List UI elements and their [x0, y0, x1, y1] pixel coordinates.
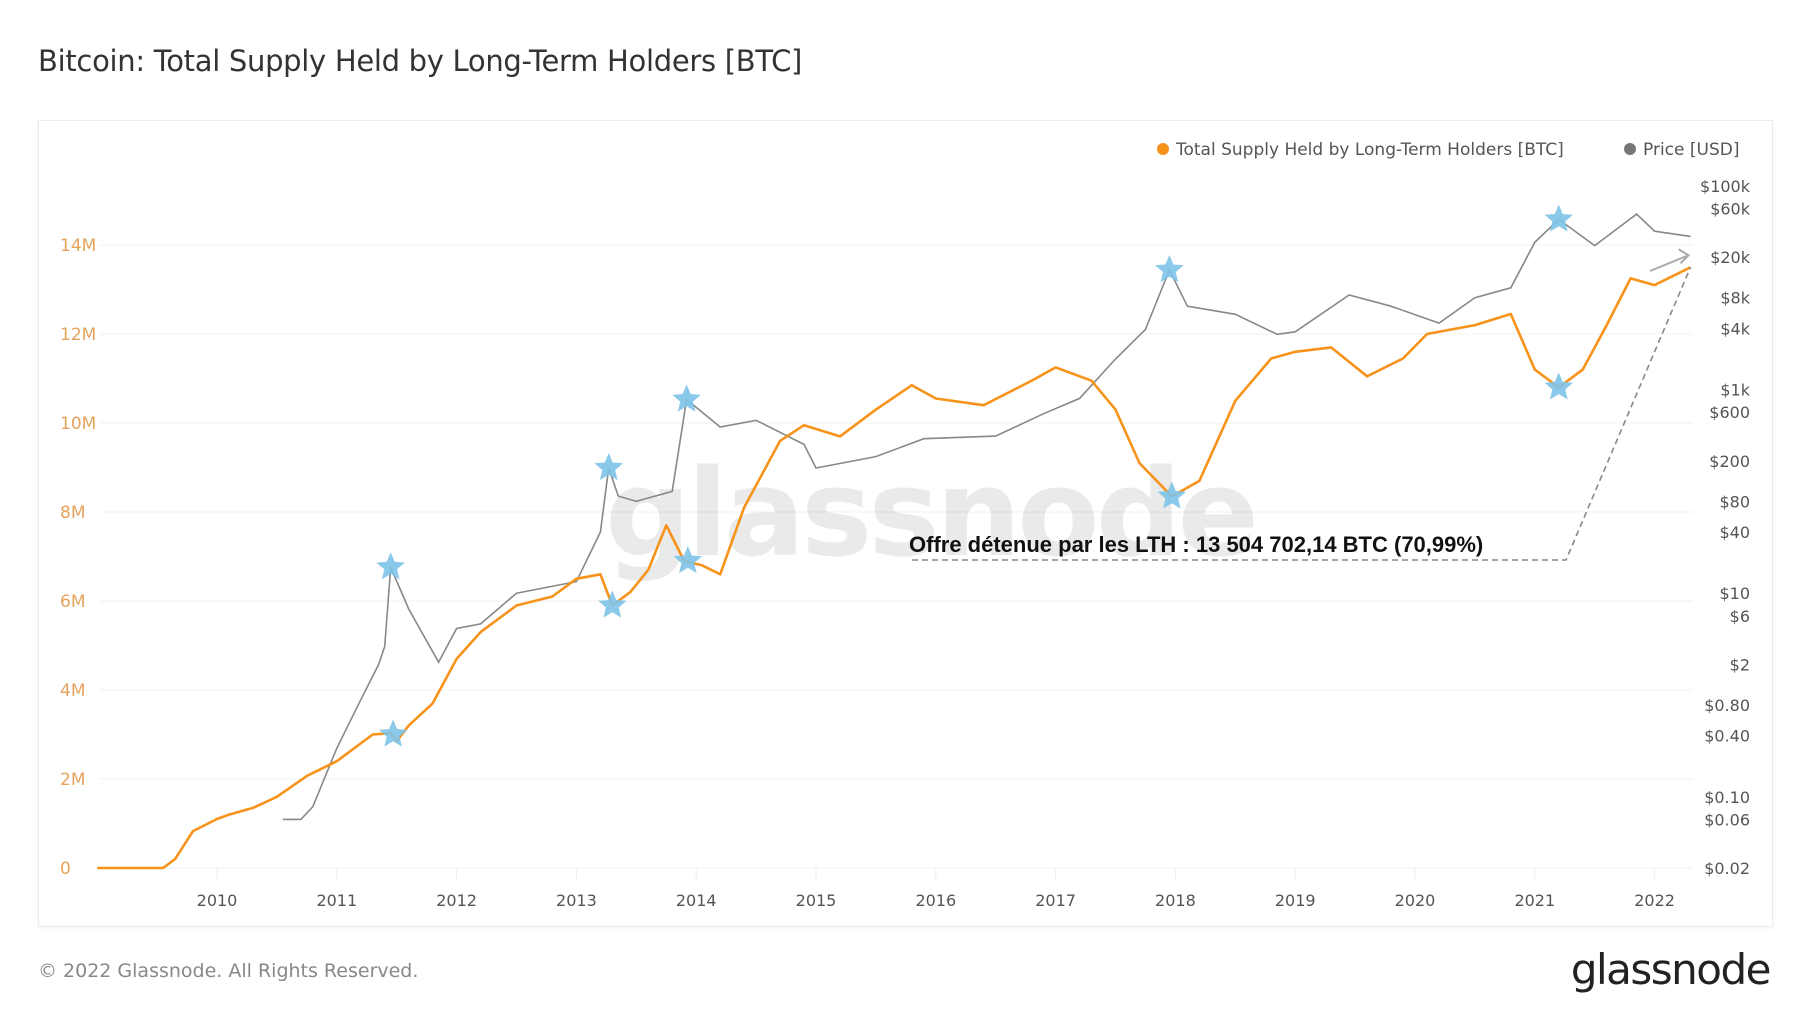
- footer-copyright: © 2022 Glassnode. All Rights Reserved.: [38, 960, 419, 982]
- y-right-tick-label: $0.02: [1704, 859, 1750, 878]
- star-marker-icon: [1544, 372, 1573, 400]
- x-tick-label: 2015: [796, 891, 837, 910]
- y-right-tick-label: $2: [1730, 655, 1750, 674]
- y-left-tick-label: 12M: [60, 325, 96, 345]
- y-right-tick-label: $0.80: [1704, 696, 1750, 715]
- x-tick-label: 2013: [556, 891, 597, 910]
- y-right-tick-label: $200: [1709, 452, 1750, 471]
- annotation-arrow: [1649, 248, 1691, 272]
- y-right-tick-label: $80: [1719, 492, 1750, 511]
- watermark: glassnode: [605, 445, 1255, 584]
- lth-supply-line: [97, 266, 1692, 870]
- glassnode-logo: glassnode: [1570, 945, 1772, 994]
- y-left-tick-label: 6M: [60, 592, 85, 612]
- x-tick-label: 2011: [316, 891, 357, 910]
- legend-price-dot: [1624, 143, 1636, 155]
- x-tick-label: 2019: [1275, 891, 1316, 910]
- x-tick-label: 2018: [1155, 891, 1196, 910]
- y-right-tick-label: $0.10: [1704, 788, 1750, 807]
- annotation-text: Offre détenue par les LTH : 13 504 702,1…: [909, 532, 1483, 557]
- star-marker-icon: [673, 546, 703, 574]
- x-tick-label: 2022: [1634, 891, 1675, 910]
- y-right-tick-label: $6: [1730, 607, 1750, 626]
- legend-lth-label[interactable]: Total Supply Held by Long-Term Holders […: [1175, 140, 1564, 160]
- y-right-tick-label: $600: [1709, 403, 1750, 422]
- y-right-tick-label: $0.40: [1704, 727, 1750, 746]
- y-right-tick-label: $100k: [1700, 177, 1751, 196]
- star-marker-icon: [1544, 204, 1573, 232]
- y-left-tick-label: 0: [60, 859, 71, 879]
- y-right-tick-label: $4k: [1720, 319, 1750, 338]
- x-tick-label: 2021: [1514, 891, 1555, 910]
- y-right-tick-label: $60k: [1710, 200, 1751, 219]
- y-left-tick-label: 8M: [60, 503, 85, 523]
- x-tick-label: 2014: [676, 891, 717, 910]
- y-left-tick-label: 10M: [60, 414, 96, 434]
- y-right-tick-label: $0.06: [1704, 810, 1750, 829]
- y-left-tick-label: 4M: [60, 681, 85, 701]
- x-tick-label: 2016: [915, 891, 956, 910]
- annotation-dashed-line: [912, 266, 1692, 561]
- star-marker-icon: [376, 552, 405, 580]
- y-left-tick-label: 14M: [60, 236, 96, 256]
- star-marker-icon: [1157, 481, 1187, 509]
- star-marker-icon: [672, 384, 701, 412]
- chart-frame: [38, 120, 1773, 927]
- y-right-tick-label: $40: [1719, 523, 1750, 542]
- y-left-tick-label: 2M: [60, 770, 85, 790]
- star-marker-icon: [1155, 254, 1184, 283]
- legend-price-label[interactable]: Price [USD]: [1643, 140, 1739, 160]
- y-right-tick-label: $10: [1719, 584, 1750, 603]
- x-tick-label: 2020: [1395, 891, 1436, 910]
- x-tick-label: 2017: [1035, 891, 1076, 910]
- x-tick-label: 2010: [197, 891, 238, 910]
- star-marker-icon: [378, 719, 408, 747]
- y-right-tick-label: $8k: [1720, 289, 1750, 308]
- price-line: [282, 213, 1691, 821]
- star-marker-icon: [594, 453, 623, 481]
- chart-title: Bitcoin: Total Supply Held by Long-Term …: [38, 44, 803, 78]
- y-right-tick-label: $1k: [1720, 381, 1750, 400]
- legend-lth-dot: [1157, 143, 1169, 155]
- y-right-tick-label: $20k: [1710, 248, 1751, 267]
- x-tick-label: 2012: [436, 891, 477, 910]
- star-marker-icon: [598, 590, 627, 618]
